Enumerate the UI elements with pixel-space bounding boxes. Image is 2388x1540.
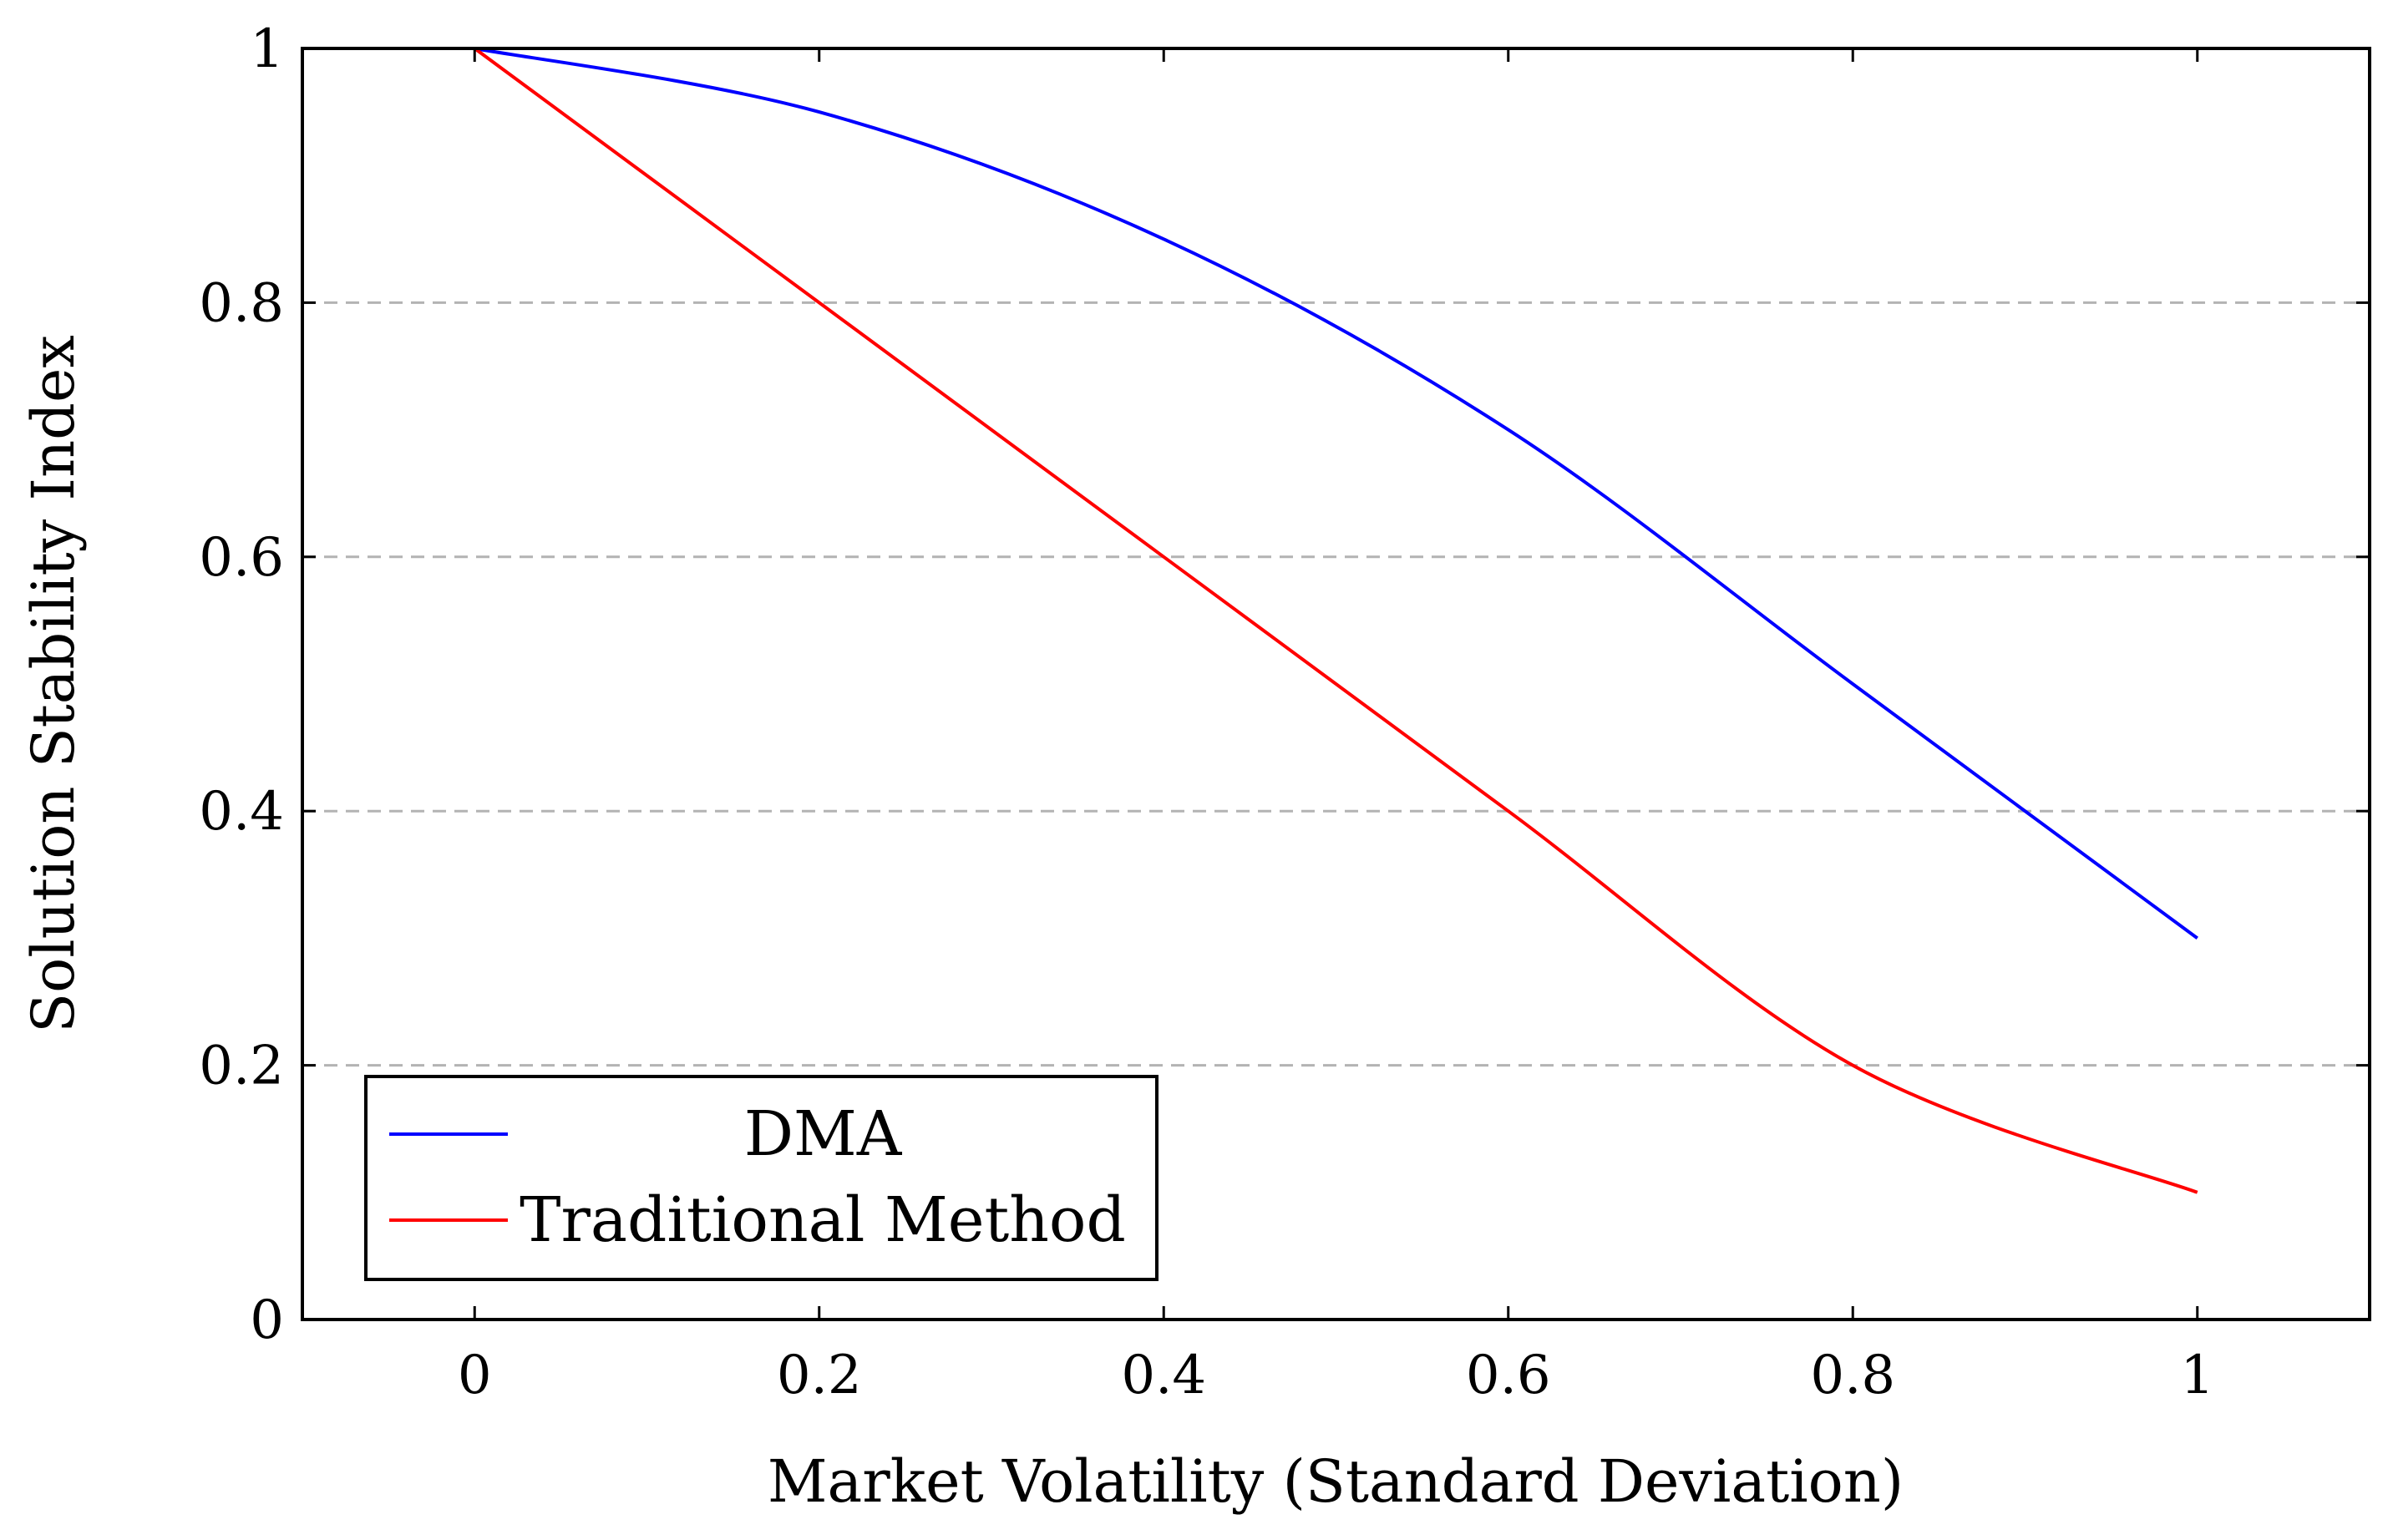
x-tick-label-0: 0 (458, 1345, 492, 1406)
y-tick-label-4: 0.8 (199, 272, 284, 334)
y-tick-label-1: 0.2 (199, 1036, 284, 1097)
series-layer (474, 47, 2198, 1194)
series-line-dma (474, 47, 2198, 940)
y-tick-label-5: 1 (250, 18, 284, 80)
series-line-traditional-method (474, 47, 2198, 1194)
legend: DMA Traditional Method (364, 1075, 1159, 1281)
x-tick-label-5: 1 (2180, 1345, 2214, 1406)
y-tick-label-0: 0 (250, 1289, 284, 1351)
legend-box (364, 1075, 1159, 1281)
x-tick-label-4: 0.8 (1810, 1345, 1895, 1406)
legend-label-traditional-method: Traditional Method (520, 1184, 1126, 1256)
x-tick-label-3: 0.6 (1466, 1345, 1551, 1406)
tick-labels-layer: 0 0.2 0.4 0.6 0.8 1 0 0.2 0.4 0.6 0.8 1 (199, 18, 2214, 1406)
legend-label-dma: DMA (744, 1098, 903, 1170)
y-tick-label-3: 0.6 (199, 527, 284, 589)
plot-frame (301, 47, 2371, 1321)
x-axis-label: Market Volatility (Standard Deviation) (768, 1447, 1904, 1516)
ticks-layer (302, 47, 2370, 1321)
x-tick-label-1: 0.2 (777, 1345, 862, 1406)
y-tick-label-2: 0.4 (199, 781, 284, 843)
x-tick-label-2: 0.4 (1121, 1345, 1206, 1406)
y-axis-label: Solution Stability Index (19, 335, 88, 1033)
